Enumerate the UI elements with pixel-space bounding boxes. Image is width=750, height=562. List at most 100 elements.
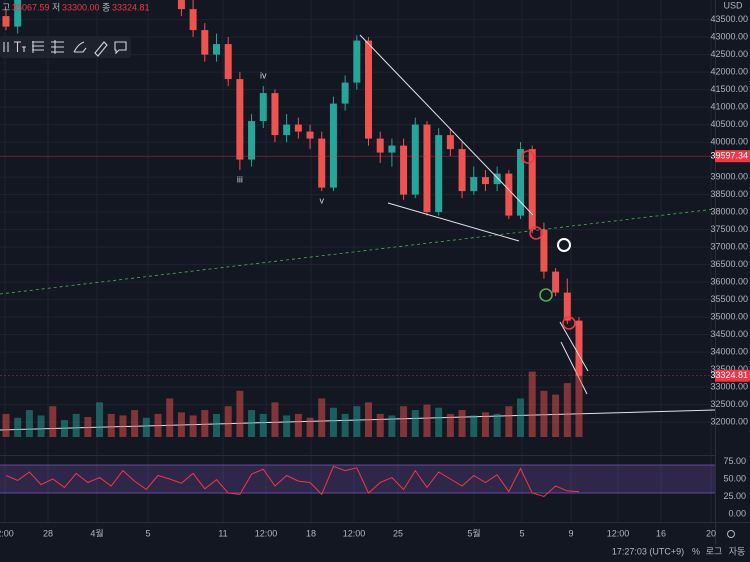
rsi-tick-label: 25.00	[723, 491, 746, 501]
volume-bar	[388, 415, 396, 437]
y-tick-label: 43000.00	[710, 31, 748, 41]
time-label: 5월	[467, 527, 480, 538]
time-label: 12:00	[607, 528, 630, 538]
trend-line	[560, 341, 588, 395]
volume-bar	[528, 371, 536, 437]
wave-label: iv	[260, 70, 267, 80]
candle-body	[224, 44, 232, 80]
toolbar-bg	[0, 36, 131, 58]
candle-body	[14, 0, 22, 27]
volume-bar	[2, 413, 10, 437]
volume-bar	[84, 416, 92, 437]
time-label: 5	[145, 528, 150, 538]
price-label: 33324.81	[710, 370, 748, 380]
candle-body	[411, 124, 419, 195]
candle-body	[236, 79, 244, 160]
candle-body	[353, 40, 361, 83]
time-label: 16	[656, 528, 666, 538]
clock: 17:27:03 (UTC+9)	[612, 546, 684, 556]
candle-body	[470, 177, 478, 192]
toolbar	[0, 36, 131, 58]
volume-bar	[318, 398, 326, 437]
candle-body	[563, 292, 571, 321]
time-label: 12:00	[255, 528, 278, 538]
candle-body	[189, 9, 197, 31]
volume-bar	[60, 420, 68, 437]
tool-cursor[interactable]	[3, 42, 9, 52]
ohlc-value: 35067.59	[12, 2, 50, 12]
y-tick-label: 35000.00	[710, 311, 748, 321]
y-tick-label: 33500.00	[710, 364, 748, 374]
volume-bar	[177, 412, 185, 437]
tool-brush[interactable]	[73, 41, 87, 53]
volume-bar	[423, 404, 431, 437]
candle-body	[294, 124, 302, 132]
tool-pattern[interactable]	[51, 40, 64, 54]
marker-circle	[562, 316, 576, 330]
time-label: 28	[43, 528, 53, 538]
volume-bar	[72, 413, 80, 437]
volume-bar	[353, 406, 361, 437]
tool-text[interactable]	[14, 41, 26, 52]
y-tick-label: 43500.00	[710, 14, 748, 24]
candle-body	[271, 93, 279, 136]
volume-bar	[14, 417, 22, 437]
candle-body	[212, 44, 220, 55]
candle-body	[528, 149, 536, 230]
candle-body	[505, 173, 513, 216]
candle-body	[400, 145, 408, 195]
volume-bar	[131, 410, 139, 437]
price-label-bg	[715, 369, 750, 382]
candle-body	[552, 271, 560, 293]
volume-bar	[142, 417, 150, 437]
y-tick-label: 32500.00	[710, 399, 748, 409]
y-tick-label: 41500.00	[710, 84, 748, 94]
candle-body	[376, 138, 384, 153]
price-axis: 32000.00 32500.00 33000.00 33500.00 34000.00…	[710, 14, 750, 518]
marker-circle	[557, 238, 571, 252]
volume-bar	[517, 398, 525, 437]
auto-button[interactable]: 자동	[729, 546, 746, 556]
candle-body	[248, 121, 256, 160]
volume-bar	[236, 390, 244, 437]
marker-circle	[521, 150, 535, 164]
price-label-bg	[715, 150, 750, 163]
marker-circle	[529, 226, 543, 240]
y-tick-label: 42000.00	[710, 66, 748, 76]
wave-label: iii	[237, 174, 243, 184]
volume-bar	[329, 407, 337, 437]
volume-bar	[154, 413, 162, 437]
candle-body	[423, 124, 431, 213]
volume-bar	[365, 402, 373, 437]
price-label: 39597.34	[710, 151, 748, 161]
candle-body	[435, 135, 443, 213]
log-button[interactable]: 로그	[706, 546, 723, 556]
volume-bar	[481, 412, 489, 437]
currency: USD	[723, 0, 743, 10]
candle-body	[446, 135, 454, 150]
volume-bar	[376, 413, 384, 437]
ohlc-key: 고	[2, 2, 10, 12]
volume-bar	[248, 410, 256, 437]
volume-bar	[119, 415, 127, 437]
percent-button[interactable]: %	[692, 546, 700, 556]
tool-fib[interactable]	[32, 41, 44, 53]
volume-bar	[37, 415, 45, 437]
wave-label: v	[319, 195, 324, 205]
candle-body	[259, 93, 267, 122]
y-tick-label: 39000.00	[710, 171, 748, 181]
tool-comment[interactable]	[114, 41, 127, 55]
candle-body	[458, 149, 466, 192]
volume-bar	[493, 413, 501, 437]
y-tick-label: 41000.00	[710, 101, 748, 111]
settings-button[interactable]	[727, 530, 735, 538]
volume-bar	[563, 383, 571, 437]
candle-body	[388, 145, 396, 153]
volume-bar	[96, 402, 104, 437]
time-label: 5	[519, 528, 524, 538]
time-label: 9	[568, 528, 573, 538]
tool-ruler[interactable]	[94, 41, 108, 57]
trend-line	[387, 202, 520, 242]
volume-bar	[411, 410, 419, 437]
trend-line	[0, 208, 715, 295]
